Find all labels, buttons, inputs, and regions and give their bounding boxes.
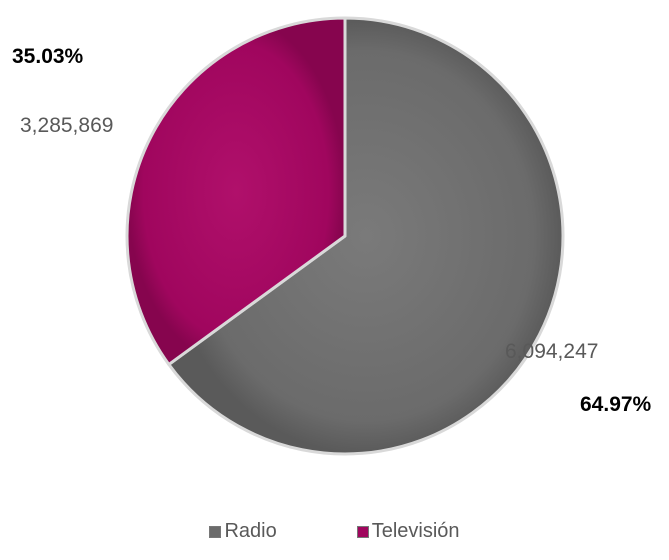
legend-label-radio: Radio <box>224 520 277 542</box>
legend-item-television[interactable]: Televisión <box>356 520 460 543</box>
legend-item-radio[interactable]: Radio <box>209 520 277 543</box>
data-label-radio-percent: 64.97% <box>580 393 652 416</box>
legend-swatch-television <box>356 525 369 538</box>
pie-slice-radio[interactable] <box>167 16 565 456</box>
legend: Radio Televisión <box>0 520 669 543</box>
data-label-television-percent: 35.03% <box>12 45 84 68</box>
legend-swatch-radio <box>209 525 222 538</box>
pie-slice-television[interactable] <box>125 16 347 366</box>
legend-label-television: Televisión <box>371 520 460 542</box>
data-label-television-value: 3,285,869 <box>20 114 114 137</box>
data-label-radio-value: 6,094,247 <box>505 340 599 363</box>
